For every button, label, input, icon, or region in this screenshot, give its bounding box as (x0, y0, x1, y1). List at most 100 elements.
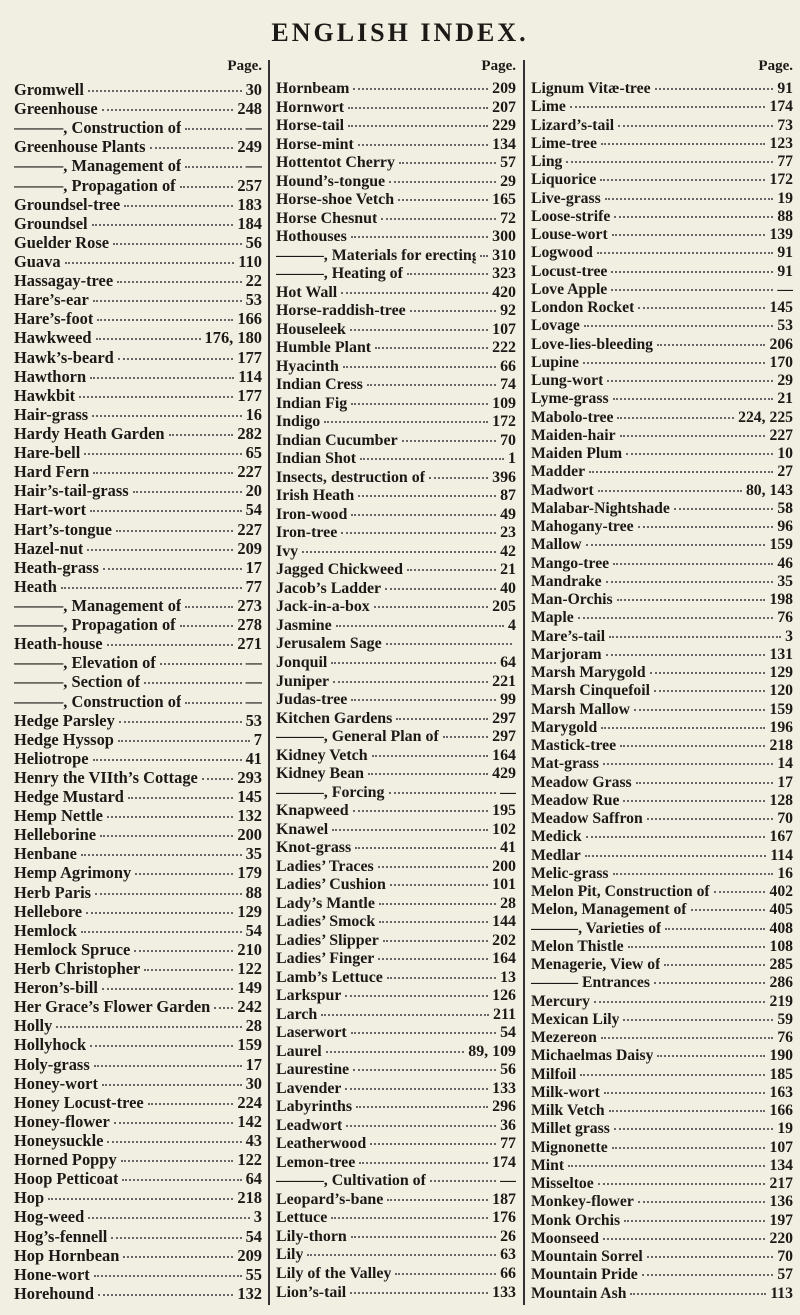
index-column: Page. Lignum Vitæ-tree 91 Lime 174 Lizard’s-t… (531, 58, 793, 1303)
leader-dots (332, 828, 489, 831)
index-column: Page. Hornbeam 209 Hornwort 207 Horse-tail 229… (276, 58, 516, 1303)
page-number: 131 (769, 645, 793, 663)
index-entry: Hard Fern 227 (14, 462, 262, 481)
leader-dots (653, 982, 766, 985)
page-number: 13 (500, 968, 516, 986)
entry-name: Indian Shot (276, 450, 357, 468)
entry-name: Madder (531, 463, 586, 481)
index-entry: Hornwort 207 (276, 99, 516, 118)
index-entry: Marsh Cinquefoil 120 (531, 682, 793, 700)
entry-name: ———, Varieties of (531, 919, 662, 937)
entry-name: ——— Entrances (531, 974, 650, 992)
leader-dots (611, 270, 774, 273)
index-entry: Kidney Bean 429 (276, 765, 516, 784)
leader-dots (117, 357, 234, 360)
leader-dots (600, 179, 766, 182)
page-number: 27 (777, 463, 793, 481)
entry-name: Leopard’s-bane (276, 1190, 384, 1208)
leader-dots (132, 491, 242, 494)
index-entry: Madwort 80, 143 (531, 482, 793, 500)
entry-name: ———, Heating of (276, 265, 403, 283)
page-number: 293 (237, 767, 262, 787)
entry-name: Hottentot Cherry (276, 154, 395, 172)
entry-name: Mercury (531, 992, 590, 1010)
index-entry: Marygold 196 (531, 719, 793, 737)
leader-dots (381, 217, 497, 220)
leader-dots (637, 1201, 766, 1204)
leader-dots (113, 1121, 234, 1124)
index-entry: Leopard’s-bane 187 (276, 1191, 516, 1210)
entry-name: Melon Pit, Construction of (531, 883, 710, 900)
page-number: — (245, 672, 262, 692)
page-number: 139 (769, 226, 793, 243)
index-entry: Ladies’ Slipper 202 (276, 932, 516, 951)
entry-name: Love Apple (531, 280, 608, 298)
entry-name: Herb Christopher (14, 959, 141, 979)
leader-dots (350, 1235, 497, 1238)
entry-name: Hare-bell (14, 443, 81, 463)
entry-name: Knot-grass (276, 839, 352, 857)
entry-name: Kidney Vetch (276, 746, 368, 764)
leader-dots (360, 458, 505, 461)
leader-dots (646, 818, 774, 820)
leader-dots (86, 911, 234, 914)
index-entry: Lettuce 176 (276, 1209, 516, 1228)
entry-name: Hedge Mustard (14, 787, 124, 807)
entry-name: Heron’s-bill (14, 978, 98, 998)
page-number: 257 (237, 175, 262, 195)
page-number: 58 (777, 499, 793, 517)
index-entry: Lizard’s-tail 73 (531, 117, 793, 135)
page-number: 91 (777, 262, 793, 280)
index-entry: Kitchen Gardens 297 (276, 710, 516, 729)
index-entry: ———, Forcing — (276, 784, 516, 803)
index-entry: Melon Thistle 108 (531, 938, 793, 956)
leader-dots (641, 1274, 774, 1277)
page-number: 49 (500, 505, 516, 523)
page-number: 1 (508, 450, 516, 468)
index-entry: Meadow Rue 128 (531, 792, 793, 810)
page-number: 196 (769, 718, 793, 736)
page-number: 205 (492, 598, 516, 616)
leader-dots (97, 319, 234, 322)
leader-dots (577, 617, 774, 620)
leader-dots (611, 234, 766, 236)
index-entry: Ladies’ Smock 144 (276, 913, 516, 932)
entry-name: ———, Construction of (14, 691, 182, 711)
page-number: 185 (769, 1065, 793, 1083)
page-number: 195 (492, 802, 516, 820)
page-number: 278 (237, 615, 262, 635)
leader-dots (357, 143, 489, 146)
page-number: 64 (245, 1169, 262, 1189)
entry-name: Judas-tree (276, 691, 348, 709)
entry-name: Hardy Heath Garden (14, 423, 165, 443)
page-number: 107 (492, 320, 516, 338)
page-number: 3 (253, 1207, 262, 1227)
entry-name: Meadow Grass (531, 773, 632, 791)
entry-name: Hemp Agrimony (14, 863, 132, 883)
page-number: 17 (777, 773, 793, 791)
page-number: 136 (769, 1193, 793, 1211)
leader-dots (664, 964, 766, 966)
index-entry: Hollyhock 159 (14, 1035, 262, 1054)
entry-name: Groundsel (14, 213, 88, 233)
entry-name: Mastick-tree (531, 737, 617, 754)
index-entry: Heliotrope 41 (14, 749, 262, 768)
index-entry: Ladies’ Traces 200 (276, 858, 516, 877)
leader-dots (92, 300, 242, 303)
index-entry: Hop Hornbean 209 (14, 1246, 262, 1265)
index-entry: Loose-strife 88 (531, 208, 793, 226)
leader-dots (113, 242, 242, 245)
leader-dots (406, 569, 497, 572)
index-entry: Lime 174 (531, 98, 793, 116)
leader-dots (480, 254, 489, 257)
entry-name: Ladies’ Finger (276, 950, 375, 968)
page-number: 43 (245, 1131, 262, 1151)
page-number: 101 (492, 876, 516, 894)
page-number: 23 (500, 524, 516, 542)
entry-name: Hedge Hyssop (14, 729, 114, 749)
page-number: 70 (777, 810, 793, 827)
page-number: 53 (245, 710, 262, 730)
entry-name: Marygold (531, 718, 598, 736)
leader-dots (107, 1141, 242, 1144)
index-entry: Larkspur 126 (276, 987, 516, 1006)
